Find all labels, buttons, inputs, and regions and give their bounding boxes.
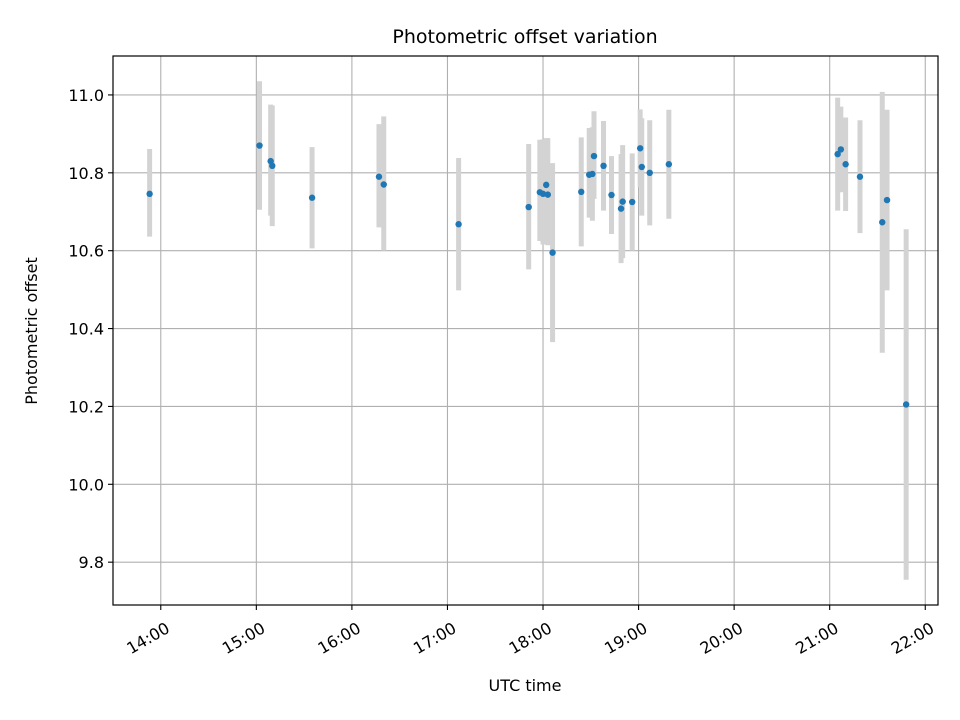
- data-point: [619, 198, 626, 205]
- y-axis-label: Photometric offset: [22, 257, 41, 405]
- y-tick-label: 10.4: [68, 320, 104, 339]
- data-point: [256, 142, 263, 149]
- y-tick-label: 10.6: [68, 242, 104, 261]
- data-points: [146, 142, 910, 408]
- data-point: [902, 401, 910, 408]
- data-point: [837, 146, 845, 153]
- data-point: [589, 170, 596, 178]
- plot-frame: [112, 55, 939, 606]
- data-point: [842, 161, 849, 168]
- y-tick-label: 10.0: [68, 475, 104, 494]
- y-tick-label: 10.2: [68, 397, 104, 416]
- data-point: [375, 173, 383, 180]
- x-axis-label: UTC time: [489, 676, 562, 695]
- data-point: [543, 181, 550, 189]
- chart-title: Photometric offset variation: [392, 26, 657, 48]
- y-axis-ticks: 9.8 10.0 10.2 10.4 10.6 10.8 11.0: [68, 86, 113, 572]
- data-point: [380, 181, 387, 188]
- y-tick-label: 10.8: [68, 164, 104, 183]
- data-point: [308, 194, 316, 201]
- data-point: [646, 169, 653, 177]
- data-point: [578, 188, 585, 196]
- data-point: [455, 221, 462, 228]
- data-point: [856, 173, 864, 180]
- data-point: [608, 191, 615, 199]
- y-tick-label: 9.8: [79, 553, 104, 572]
- data-point: [600, 162, 607, 169]
- data-point: [834, 150, 841, 158]
- data-point: [879, 219, 886, 226]
- data-point: [629, 198, 636, 206]
- data-point: [883, 196, 891, 204]
- data-point: [525, 203, 532, 211]
- data-point: [146, 190, 153, 198]
- data-point: [539, 190, 547, 198]
- data-point: [636, 145, 644, 152]
- y-tick-label: 11.0: [68, 86, 104, 105]
- data-point: [617, 205, 625, 212]
- data-point: [544, 191, 551, 198]
- data-point: [269, 162, 276, 169]
- data-point: [638, 163, 645, 171]
- data-point: [665, 161, 673, 168]
- data-point: [549, 249, 556, 256]
- data-point: [590, 152, 598, 160]
